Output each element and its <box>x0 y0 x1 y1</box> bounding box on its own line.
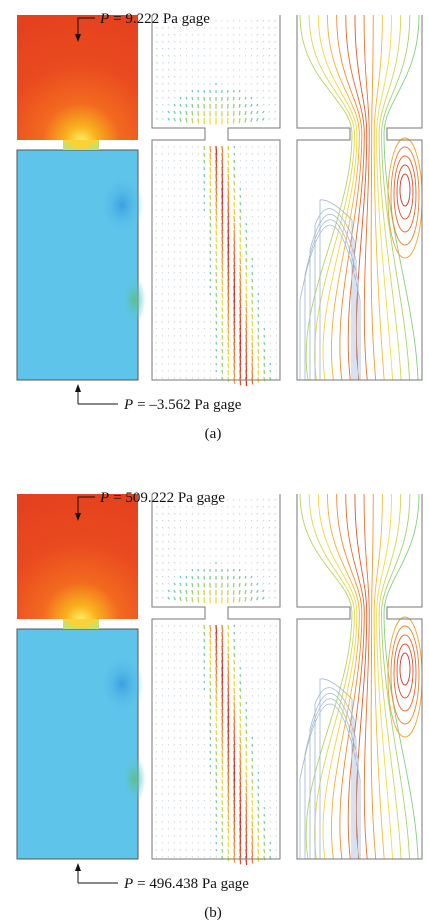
symbol: P <box>123 876 133 892</box>
inlet-pressure: P = 9.222 Pa gage <box>99 11 210 27</box>
symbol: P <box>123 397 133 413</box>
value: = 9.222 Pa gage <box>113 11 210 27</box>
value: = 509.222 Pa gage <box>113 490 225 506</box>
value: = –3.562 Pa gage <box>137 397 242 413</box>
symbol: P <box>99 490 109 506</box>
value: = 496.438 Pa gage <box>137 876 249 892</box>
outlet-pressure: P = 496.438 Pa gage <box>123 876 249 892</box>
outlet-pressure: P = –3.562 Pa gage <box>123 397 242 413</box>
symbol: P <box>99 11 109 27</box>
caption: (a) <box>205 426 222 442</box>
inlet-pressure: P = 509.222 Pa gage <box>99 490 225 506</box>
caption: (b) <box>204 905 222 921</box>
